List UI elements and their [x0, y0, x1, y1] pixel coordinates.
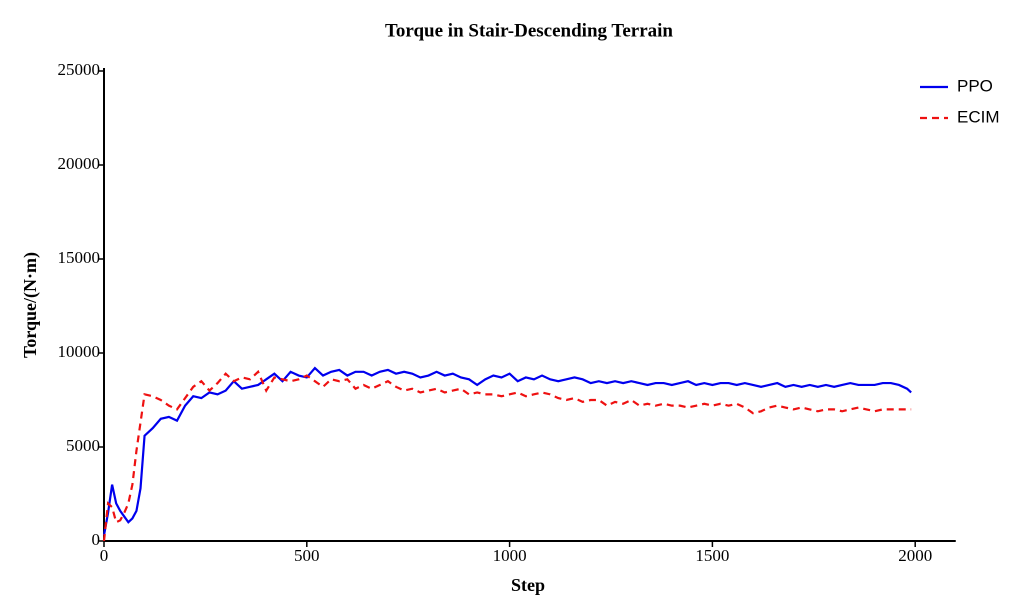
x-tick-label: 1500: [695, 546, 729, 565]
y-tick-label: 25000: [58, 60, 101, 79]
chart-title: Torque in Stair-Descending Terrain: [385, 20, 673, 41]
y-tick-label: 5000: [66, 436, 100, 455]
y-axis-label: Torque/(N·m): [20, 252, 41, 358]
x-tick-label: 2000: [898, 546, 932, 565]
y-tick-label: 10000: [58, 342, 101, 361]
x-tick-label: 500: [294, 546, 320, 565]
x-tick-label: 0: [100, 546, 109, 565]
y-tick-label: 15000: [58, 248, 101, 267]
y-tick-label: 20000: [58, 154, 101, 173]
x-tick-label: 1000: [493, 546, 527, 565]
series-line: [102, 366, 912, 536]
legend-label: PPO: [957, 76, 993, 95]
series-line: [102, 369, 912, 542]
y-tick-label: 0: [92, 530, 101, 549]
x-axis-label: Step: [511, 575, 545, 595]
legend-label: ECIM: [957, 107, 1000, 126]
